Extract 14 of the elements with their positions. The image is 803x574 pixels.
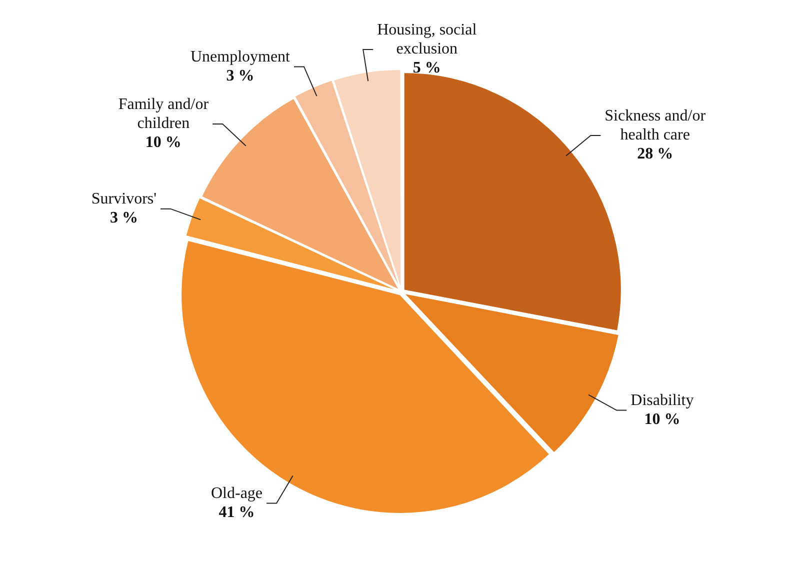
data-label: 3 % <box>110 209 138 226</box>
data-label: 3 % <box>226 67 254 84</box>
data-label: 28 % <box>637 146 674 163</box>
slice-label: Housing, social exclusion <box>377 22 478 58</box>
slice-label: Family and/or children <box>118 96 210 132</box>
slice-label: Unemployment <box>190 48 291 66</box>
data-label: 41 % <box>218 504 255 521</box>
slice-label: Survivors' <box>91 190 157 208</box>
data-label: 10 % <box>145 134 182 152</box>
slice-label: Disability <box>630 392 694 409</box>
slice-label: Old-age <box>211 485 263 502</box>
data-label: 10 % <box>644 410 680 428</box>
data-label: 5 % <box>412 60 441 77</box>
slice-label: Sickness and/or health care <box>604 108 706 144</box>
